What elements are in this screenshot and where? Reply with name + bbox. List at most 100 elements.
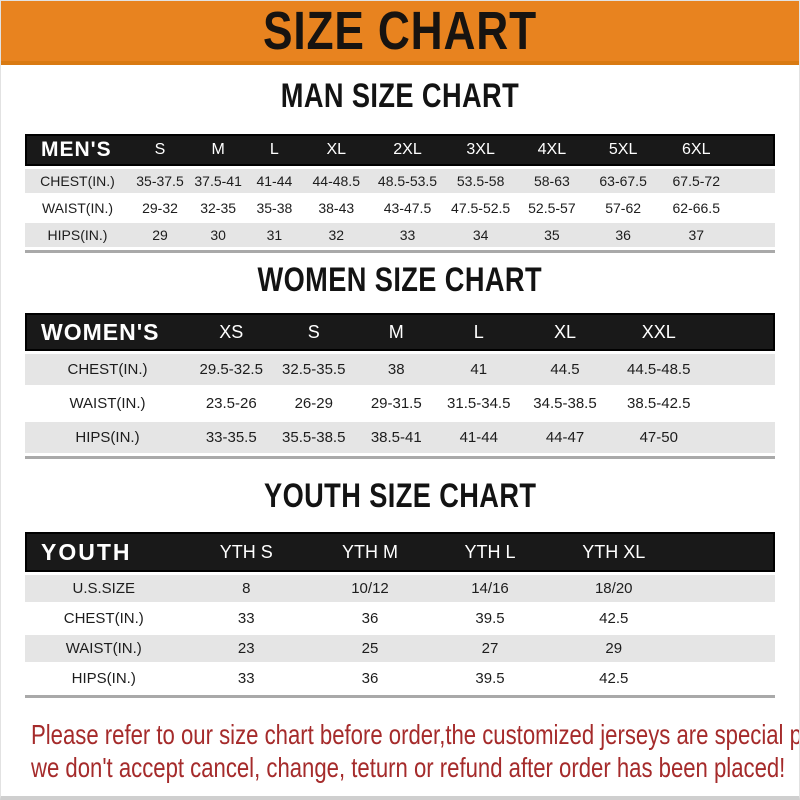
youth-corner-label: YOUTH — [25, 532, 183, 573]
cell: 18/20 — [550, 575, 678, 603]
column-header: 5XL — [587, 133, 659, 166]
cell: 53.5-58 — [445, 168, 517, 193]
cell: 39.5 — [430, 665, 550, 693]
cell: 36 — [310, 605, 430, 633]
table-row: HIPS(IN.) 29 30 31 32 33 34 35 36 37 — [25, 222, 775, 247]
cell: 25 — [310, 635, 430, 663]
column-header: S — [130, 133, 190, 166]
column-header: YTH L — [430, 532, 550, 573]
cell: 52.5-57 — [516, 195, 588, 220]
cell: 32.5-35.5 — [272, 354, 355, 386]
cell: 47.5-52.5 — [445, 195, 517, 220]
column-header: L — [437, 313, 520, 352]
cell: 38-43 — [302, 195, 370, 220]
column-header: XL — [520, 313, 610, 352]
row-label: HIPS(IN.) — [25, 422, 190, 454]
men-heading-text: MAN SIZE CHART — [280, 77, 520, 115]
cell-spacer — [707, 354, 775, 386]
cell: 38.5-42.5 — [610, 388, 708, 420]
cell: 36 — [587, 222, 659, 247]
cell: 29.5-32.5 — [190, 354, 273, 386]
cell-spacer — [677, 665, 775, 693]
cell: 35-37.5 — [130, 168, 190, 193]
table-row: WAIST(IN.) 23 25 27 29 — [25, 635, 775, 663]
column-header: 3XL — [445, 133, 517, 166]
cell: 33-35.5 — [190, 422, 273, 454]
cell: 63-67.5 — [587, 168, 659, 193]
column-header: YTH S — [182, 532, 310, 573]
row-label: HIPS(IN.) — [25, 222, 130, 247]
men-section-heading: MAN SIZE CHART — [1, 77, 799, 115]
cell-spacer — [733, 168, 775, 193]
cell-spacer — [733, 195, 775, 220]
men-size-table: MEN'S S M L XL 2XL 3XL 4XL 5XL 6XL CHEST… — [25, 131, 775, 253]
banner: SIZE CHART — [1, 1, 799, 65]
cell: 37 — [658, 222, 734, 247]
cell: 32 — [302, 222, 370, 247]
cell: 36 — [310, 665, 430, 693]
cell: 35 — [516, 222, 588, 247]
cell: 35-38 — [246, 195, 303, 220]
cell: 33 — [182, 665, 310, 693]
cell: 58-63 — [516, 168, 588, 193]
youth-header-row: YOUTH YTH S YTH M YTH L YTH XL — [25, 532, 775, 573]
women-header-row: WOMEN'S XS S M L XL XXL — [25, 313, 775, 352]
cell: 10/12 — [310, 575, 430, 603]
cell: 42.5 — [550, 665, 678, 693]
table-row: WAIST(IN.) 29-32 32-35 35-38 38-43 43-47… — [25, 195, 775, 220]
header-spacer — [733, 133, 775, 166]
cell: 43-47.5 — [370, 195, 445, 220]
row-label: WAIST(IN.) — [25, 388, 190, 420]
column-header: M — [355, 313, 438, 352]
cell-spacer — [677, 635, 775, 663]
header-spacer — [677, 532, 775, 573]
cell-spacer — [733, 222, 775, 247]
header-spacer — [707, 313, 775, 352]
youth-heading-text: YOUTH SIZE CHART — [263, 477, 537, 516]
table-row: CHEST(IN.) 29.5-32.5 32.5-35.5 38 41 44.… — [25, 354, 775, 386]
table-row: WAIST(IN.) 23.5-26 26-29 29-31.5 31.5-34… — [25, 388, 775, 420]
cell-spacer — [707, 422, 775, 454]
cell-spacer — [677, 605, 775, 633]
cell: 31.5-34.5 — [437, 388, 520, 420]
column-header: 4XL — [516, 133, 588, 166]
cell: 41-44 — [437, 422, 520, 454]
page-title: SIZE CHART — [263, 1, 537, 61]
cell: 62-66.5 — [658, 195, 734, 220]
column-header: XS — [190, 313, 273, 352]
column-header: YTH M — [310, 532, 430, 573]
cell: 44-48.5 — [302, 168, 370, 193]
cell: 31 — [246, 222, 303, 247]
cell: 33 — [370, 222, 445, 247]
cell: 44.5-48.5 — [610, 354, 708, 386]
men-header-row: MEN'S S M L XL 2XL 3XL 4XL 5XL 6XL — [25, 133, 775, 166]
cell: 29 — [550, 635, 678, 663]
cell: 23 — [182, 635, 310, 663]
table-row: CHEST(IN.) 33 36 39.5 42.5 — [25, 605, 775, 633]
cell: 34 — [445, 222, 517, 247]
table-row: HIPS(IN.) 33-35.5 35.5-38.5 38.5-41 41-4… — [25, 422, 775, 454]
disclaimer-line-2: we don't accept cancel, change, teturn o… — [31, 752, 786, 784]
cell: 23.5-26 — [190, 388, 273, 420]
table-row: U.S.SIZE 8 10/12 14/16 18/20 — [25, 575, 775, 603]
row-label: WAIST(IN.) — [25, 635, 183, 663]
column-header: L — [246, 133, 303, 166]
youth-size-table: YOUTH YTH S YTH M YTH L YTH XL U.S.SIZE … — [25, 529, 775, 699]
column-header: 2XL — [370, 133, 445, 166]
cell: 29-32 — [130, 195, 190, 220]
cell: 41 — [437, 354, 520, 386]
cell: 34.5-38.5 — [520, 388, 610, 420]
cell: 42.5 — [550, 605, 678, 633]
cell: 29 — [130, 222, 190, 247]
women-corner-label: WOMEN'S — [25, 313, 190, 352]
cell: 30 — [190, 222, 247, 247]
cell: 67.5-72 — [658, 168, 734, 193]
column-header: M — [190, 133, 247, 166]
women-heading-text: WOMEN SIZE CHART — [257, 260, 543, 299]
column-header: XL — [302, 133, 370, 166]
column-header: YTH XL — [550, 532, 678, 573]
youth-section-heading: YOUTH SIZE CHART — [1, 479, 799, 515]
row-label: WAIST(IN.) — [25, 195, 130, 220]
cell: 37.5-41 — [190, 168, 247, 193]
